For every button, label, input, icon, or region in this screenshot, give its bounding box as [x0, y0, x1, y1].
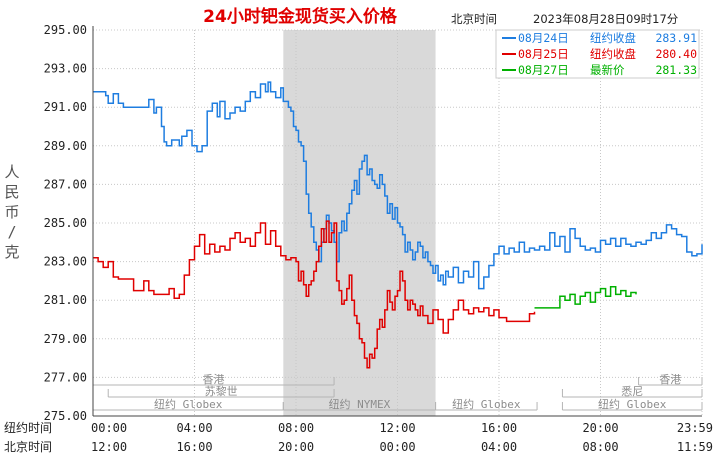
y-axis-label-char: 人 — [4, 163, 19, 181]
legend-series-name: 08月27日 — [518, 63, 569, 77]
timestamp-label: 2023年08月28日09时17分 — [533, 12, 679, 26]
y-axis-label: 人民币 / 克 — [4, 163, 19, 261]
shaded-session — [283, 30, 436, 416]
session-band-label: 纽约 NYMEX — [329, 397, 391, 411]
y-axis-label-char: 币 — [4, 203, 19, 221]
session-band-label: 纽约 Globex — [598, 397, 667, 411]
x-tick-label: 11:59 — [677, 440, 713, 454]
legend-series-label: 最新价 — [590, 63, 625, 77]
session-band-label: 悉尼 — [621, 385, 643, 398]
y-tick-label: 293.00 — [44, 62, 87, 76]
legend-box — [495, 29, 700, 79]
y-axis-label-char: 克 — [4, 243, 19, 261]
series-line — [93, 81, 703, 290]
series-line — [93, 220, 536, 369]
y-tick-label: 295.00 — [44, 23, 87, 37]
x-tick-label: 20:00 — [582, 421, 618, 435]
legend-series-value: 280.40 — [655, 47, 697, 61]
x-tick-label: 23:59 — [677, 421, 713, 435]
x-tick-label: 12:00 — [379, 421, 415, 435]
x-tick-label: 08:00 — [582, 440, 618, 454]
y-tick-label: 283.00 — [44, 255, 87, 269]
session-band-label: 纽约 Globex — [452, 397, 521, 411]
y-tick-label: 275.00 — [44, 409, 87, 423]
session-band-label: 苏黎世 — [205, 384, 238, 398]
y-tick-label: 289.00 — [44, 139, 87, 153]
y-tick-label: 281.00 — [44, 293, 87, 307]
session-band-label: 香港 — [203, 373, 225, 386]
timezone-label: 北京时间 — [451, 12, 497, 26]
legend-series-name: 08月25日 — [518, 47, 569, 61]
y-tick-label: 277.00 — [44, 370, 87, 384]
y-tick-label: 291.00 — [44, 100, 87, 114]
y-axis-label-char: / — [7, 223, 16, 241]
legend-series-value: 281.33 — [655, 63, 697, 77]
x-row-label: 北京时间 — [4, 440, 52, 454]
session-band-label: 香港 — [659, 373, 681, 386]
legend-series-name: 08月24日 — [518, 31, 569, 45]
legend-series-value: 283.91 — [655, 31, 697, 45]
chart-title: 24小时钯金现货买入价格 — [203, 6, 398, 27]
x-tick-label: 12:00 — [91, 440, 127, 454]
x-tick-label: 00:00 — [379, 440, 415, 454]
y-tick-label: 279.00 — [44, 332, 87, 346]
x-tick-label: 08:00 — [278, 421, 314, 435]
series-line — [534, 285, 637, 309]
legend-series-label: 纽约收盘 — [590, 31, 636, 45]
y-tick-label: 285.00 — [44, 216, 87, 230]
y-tick-label: 287.00 — [44, 177, 87, 191]
x-tick-label: 04:00 — [481, 440, 517, 454]
x-row-label: 纽约时间 — [4, 420, 52, 435]
y-axis-label-char: 民 — [4, 183, 19, 201]
x-tick-label: 16:00 — [481, 421, 517, 435]
legend-series-label: 纽约收盘 — [590, 47, 636, 61]
x-tick-label: 04:00 — [176, 421, 212, 435]
x-tick-label: 16:00 — [176, 440, 212, 454]
session-band-label: 纽约 Globex — [154, 397, 223, 411]
x-tick-label: 20:00 — [278, 440, 314, 454]
x-tick-label: 00:00 — [91, 421, 127, 435]
